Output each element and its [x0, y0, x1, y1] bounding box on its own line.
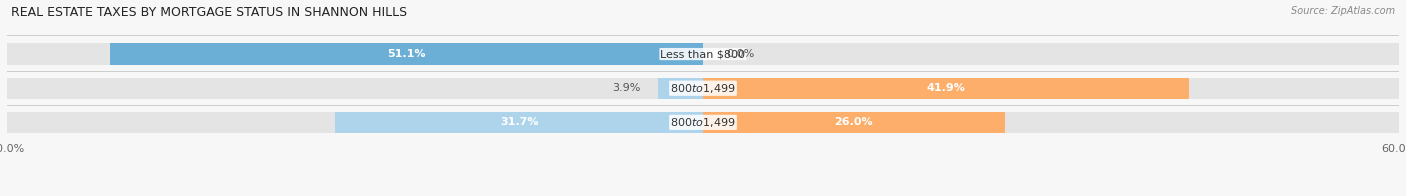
- Bar: [658, 78, 703, 99]
- Text: 31.7%: 31.7%: [501, 117, 538, 127]
- Text: $800 to $1,499: $800 to $1,499: [671, 116, 735, 129]
- Bar: [7, 78, 703, 99]
- Bar: [7, 44, 703, 65]
- Text: REAL ESTATE TAXES BY MORTGAGE STATUS IN SHANNON HILLS: REAL ESTATE TAXES BY MORTGAGE STATUS IN …: [11, 6, 408, 19]
- Text: Less than $800: Less than $800: [661, 49, 745, 59]
- Bar: [703, 78, 1189, 99]
- Bar: [703, 44, 1399, 65]
- Bar: [703, 78, 1399, 99]
- Bar: [335, 112, 703, 133]
- Bar: [7, 112, 703, 133]
- Bar: [703, 112, 1399, 133]
- Bar: [703, 112, 1399, 133]
- Text: 51.1%: 51.1%: [388, 49, 426, 59]
- Text: $800 to $1,499: $800 to $1,499: [671, 82, 735, 95]
- Text: Source: ZipAtlas.com: Source: ZipAtlas.com: [1291, 6, 1395, 16]
- Bar: [703, 44, 1399, 65]
- Bar: [703, 78, 1399, 99]
- Bar: [703, 112, 1004, 133]
- Text: 26.0%: 26.0%: [835, 117, 873, 127]
- Text: 0.0%: 0.0%: [725, 49, 755, 59]
- Bar: [7, 44, 703, 65]
- Bar: [7, 112, 703, 133]
- Bar: [110, 44, 703, 65]
- Legend: Without Mortgage, With Mortgage: Without Mortgage, With Mortgage: [585, 192, 821, 196]
- Bar: [7, 78, 703, 99]
- Text: 3.9%: 3.9%: [612, 83, 640, 93]
- Text: 41.9%: 41.9%: [927, 83, 966, 93]
